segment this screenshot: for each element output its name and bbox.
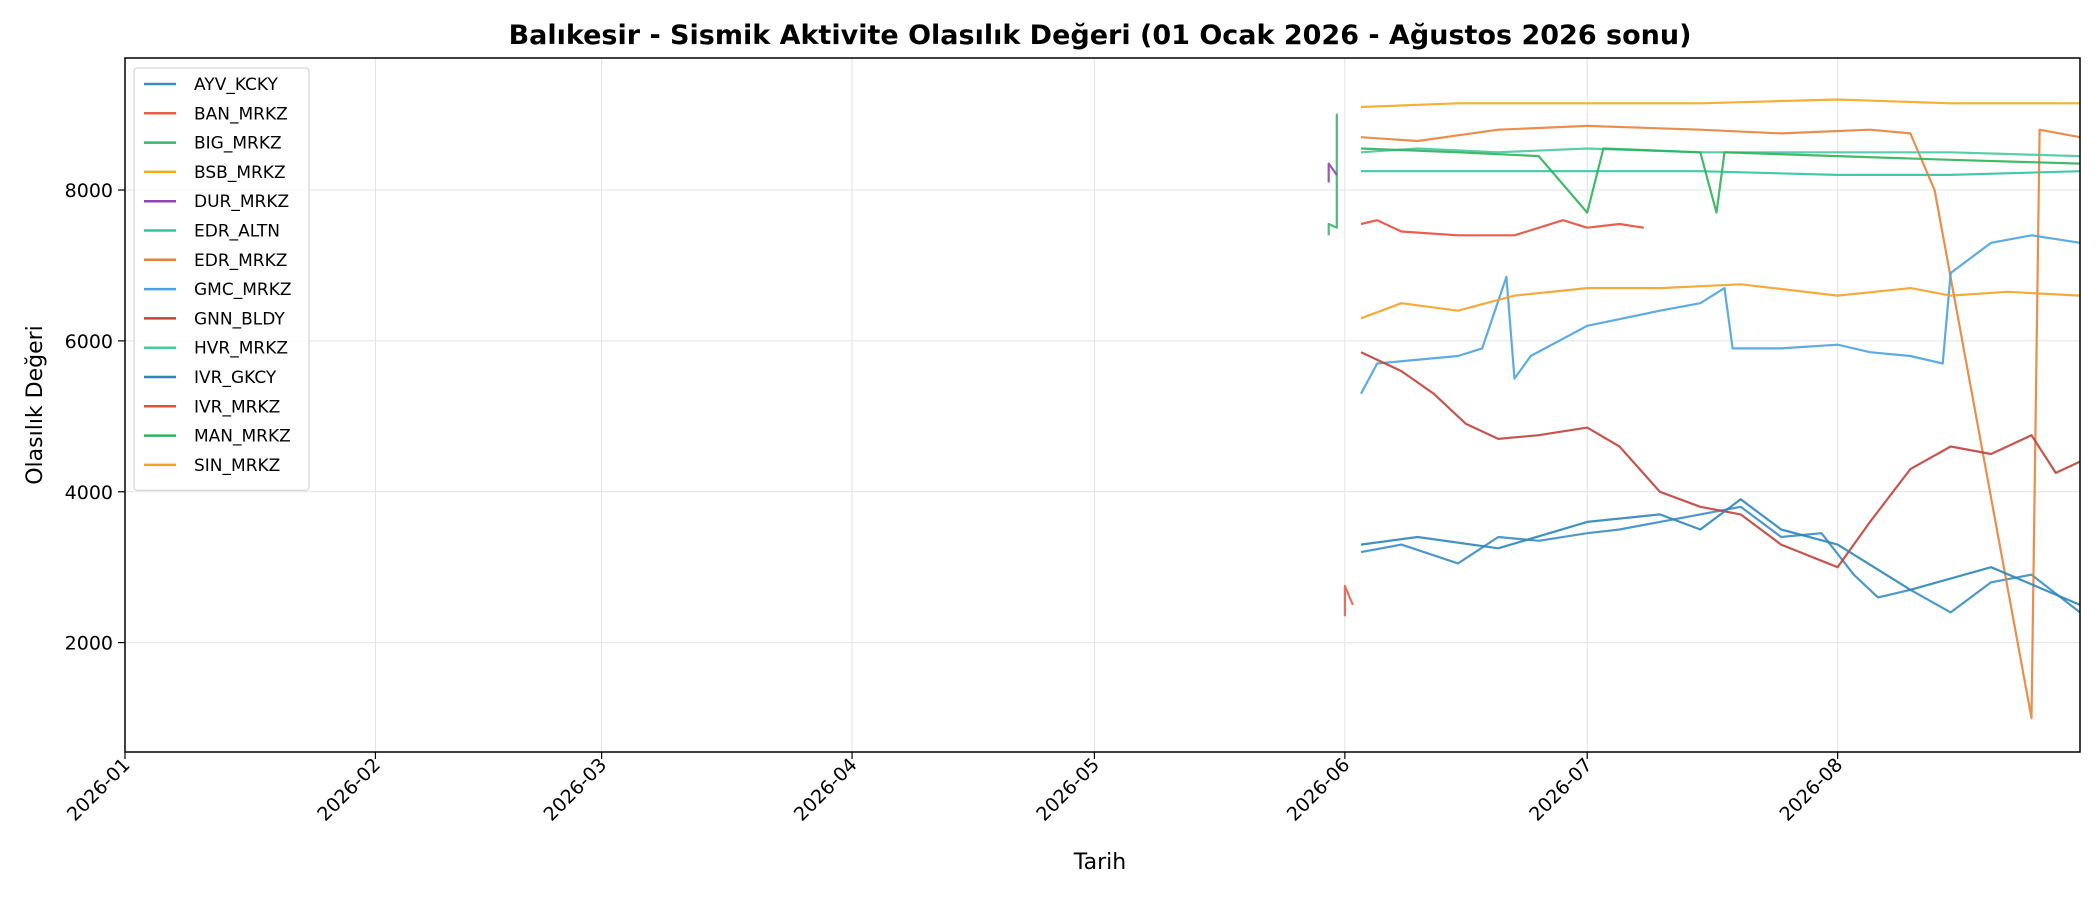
legend-label: BIG_MRKZ [194,134,282,154]
legend-label: BAN_MRKZ [194,104,288,124]
legend-label: BSB_MRKZ [194,163,286,183]
legend-label: IVR_MRKZ [194,397,280,417]
y-tick-label: 2000 [65,633,113,655]
series-line-man-mrkz [1360,147,2081,214]
series-layer [1327,98,2081,720]
plot-frame [124,57,2081,753]
series-line-ivr-gkcy [1360,498,2081,606]
legend-label: DUR_MRKZ [194,192,289,212]
y-tick-label: 8000 [65,180,113,202]
series-line-dur-mrkz [1327,162,1338,183]
x-axis-label: Tarih [1073,850,1126,875]
chart-title: Balıkesir - Sismik Aktivite Olasılık Değ… [509,20,1692,51]
series-line-edr-mrkz [1360,124,2081,720]
legend-label: HVR_MRKZ [194,339,288,359]
legend-label: AYV_KCKY [194,75,278,95]
series-line-ivr-mrkz [1360,219,1644,237]
legend-label: SIN_MRKZ [194,456,280,476]
series-line-big-mrkz [1327,113,1338,236]
series-line-gmc-mrkz [1360,234,2081,395]
series-line-ayv-kcky [1360,505,2081,614]
series-line-bsb-mrkz [1360,98,2080,109]
legend-label: EDR_MRKZ [194,251,287,271]
y-axis-label: Olasılık Değeri [23,325,48,485]
legend: AYV_KCKY BAN_MRKZ BIG_MRKZ BSB_MRKZ DUR_MRKZ… [133,67,310,491]
y-tick-label: 6000 [65,331,113,353]
legend-label: EDR_ALTN [194,222,280,242]
legend-label: MAN_MRKZ [194,427,291,447]
legend-label: GMC_MRKZ [194,280,291,300]
legend-box [133,67,310,491]
series-line-gnn-bldy [1360,351,2081,569]
grid-layer [124,58,2080,752]
series-line-sin-mrkz [1360,283,2081,320]
y-tick-label: 4000 [65,482,113,504]
series-line-ban-mrkz [1343,584,1354,617]
legend-label: IVR_GKCY [194,368,277,388]
legend-label: GNN_BLDY [194,309,285,329]
series-line-edr-altn [1361,170,2081,176]
